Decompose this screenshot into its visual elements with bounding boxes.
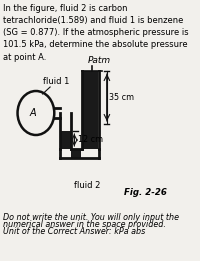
Text: Patm: Patm [88, 56, 111, 65]
Text: fluid 1: fluid 1 [43, 77, 70, 86]
Text: Fig. 2-26: Fig. 2-26 [124, 188, 166, 197]
Text: 12 cm: 12 cm [78, 135, 103, 145]
Bar [61, 130, 71, 149]
Text: A: A [29, 108, 36, 118]
Text: In the figure, fluid 2 is carbon
tetrachloride(1.589) and fluid 1 is benzene
(SG: In the figure, fluid 2 is carbon tetrach… [3, 4, 188, 62]
Bar [71, 149, 81, 157]
Text: Unit of the Correct Answer: kPa abs: Unit of the Correct Answer: kPa abs [3, 227, 145, 236]
Text: 35 cm: 35 cm [109, 93, 135, 102]
Text: fluid 2: fluid 2 [74, 181, 100, 190]
Text: numerical answer in the space provided.: numerical answer in the space provided. [3, 220, 165, 229]
Bar [82, 71, 98, 149]
Text: Do not write the unit. You will only input the: Do not write the unit. You will only inp… [3, 213, 179, 222]
